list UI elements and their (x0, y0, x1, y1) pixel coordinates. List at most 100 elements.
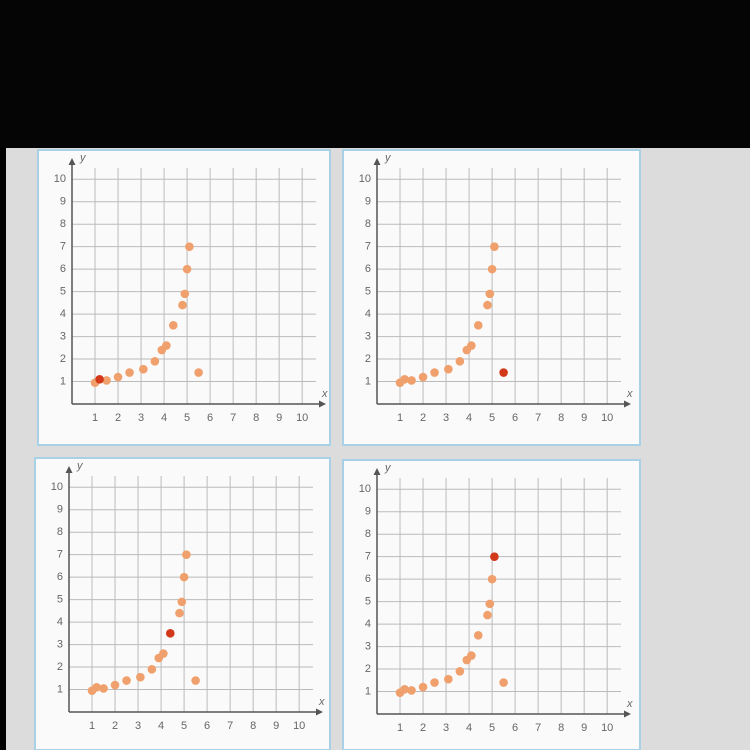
y-tick-label: 6 (365, 573, 371, 585)
y-tick-label: 1 (57, 683, 63, 695)
point (180, 289, 190, 299)
point (467, 341, 476, 350)
y-tick-label: 5 (365, 286, 371, 298)
point (455, 666, 465, 676)
x-tick-label: 3 (443, 722, 449, 734)
x-tick-label: 9 (581, 412, 587, 424)
point (400, 684, 409, 694)
point (485, 599, 495, 609)
point (418, 372, 428, 382)
y-arrow (65, 466, 73, 473)
point (136, 672, 145, 682)
x-tick-label: 7 (227, 720, 233, 732)
point (483, 610, 492, 620)
x-tick-label: 10 (293, 720, 305, 732)
y-tick-label: 2 (365, 353, 371, 365)
y-axis-label: y (384, 152, 392, 164)
y-tick-label: 6 (57, 571, 63, 583)
point (177, 597, 187, 607)
y-tick-label: 1 (365, 375, 371, 387)
y-axis-label: y (76, 460, 84, 472)
x-axis-label: x (626, 388, 633, 400)
x-tick-label: 4 (161, 412, 167, 424)
x-tick-label: 10 (601, 722, 613, 734)
point (483, 300, 492, 310)
y-tick-label: 3 (365, 640, 371, 652)
point (110, 680, 120, 690)
point (430, 678, 439, 687)
y-tick-label: 6 (60, 263, 66, 275)
x-tick-label: 5 (489, 412, 495, 424)
x-tick-label: 3 (138, 412, 144, 424)
y-tick-label: 9 (365, 506, 371, 518)
x-tick-label: 4 (466, 412, 472, 424)
dark-band (0, 0, 750, 148)
x-tick-label: 4 (466, 722, 472, 734)
point (147, 664, 157, 674)
y-tick-label: 1 (365, 685, 371, 697)
y-tick-label: 8 (365, 528, 371, 540)
point (159, 649, 168, 658)
x-tick-label: 1 (397, 412, 403, 424)
y-tick-label: 10 (54, 173, 66, 185)
y-tick-label: 4 (365, 618, 371, 630)
y-tick-label: 4 (365, 308, 371, 320)
x-tick-label: 2 (115, 412, 121, 424)
x-tick-label: 1 (89, 720, 95, 732)
x-tick-label: 6 (512, 412, 518, 424)
x-tick-label: 9 (276, 412, 282, 424)
y-tick-label: 9 (365, 196, 371, 208)
y-tick-label: 2 (365, 663, 371, 675)
x-tick-label: 5 (489, 722, 495, 734)
point (113, 372, 123, 382)
y-tick-label: 4 (60, 308, 66, 320)
y-tick-label: 5 (365, 596, 371, 608)
x-arrow (316, 708, 323, 716)
point (175, 608, 184, 618)
x-tick-label: 9 (273, 720, 279, 732)
point (467, 651, 476, 660)
point (444, 674, 453, 684)
point (150, 356, 160, 366)
y-arrow (68, 158, 76, 165)
x-tick-label: 8 (250, 720, 256, 732)
y-tick-label: 8 (57, 526, 63, 538)
x-tick-label: 6 (512, 722, 518, 734)
y-axis-label: y (79, 152, 87, 164)
x-tick-label: 3 (443, 412, 449, 424)
point (162, 341, 171, 350)
x-tick-label: 7 (535, 412, 541, 424)
point (407, 686, 416, 695)
y-tick-label: 9 (60, 196, 66, 208)
y-tick-label: 9 (57, 504, 63, 516)
point (102, 376, 111, 385)
x-tick-label: 4 (158, 720, 164, 732)
point (95, 374, 104, 384)
point (499, 368, 508, 377)
point (92, 682, 101, 692)
x-axis-label: x (321, 388, 328, 400)
point (400, 374, 409, 384)
point (430, 368, 439, 377)
y-tick-label: 7 (57, 549, 63, 561)
point (487, 264, 497, 274)
point (125, 368, 134, 377)
y-tick-label: 8 (365, 218, 371, 230)
x-tick-label: 3 (135, 720, 141, 732)
point (182, 550, 191, 559)
point (499, 678, 508, 687)
x-arrow (624, 400, 631, 408)
x-tick-label: 1 (92, 412, 98, 424)
y-arrow (373, 468, 381, 475)
x-tick-label: 6 (207, 412, 213, 424)
y-tick-label: 4 (57, 616, 63, 628)
x-tick-label: 5 (181, 720, 187, 732)
point (179, 572, 189, 582)
point (191, 676, 200, 685)
point (139, 364, 148, 374)
y-tick-label: 10 (359, 483, 371, 495)
point (490, 242, 499, 251)
x-tick-label: 9 (581, 722, 587, 734)
